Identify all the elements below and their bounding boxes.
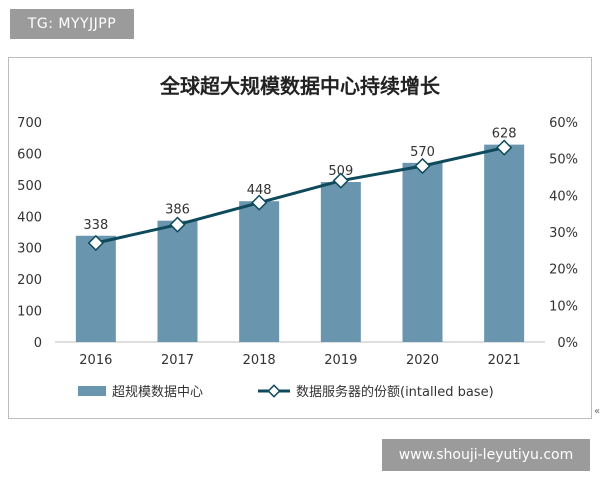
- share-marker: [169, 216, 186, 233]
- watermark-bottom: www.shouji-leyutiyu.com: [382, 439, 590, 471]
- share-marker: [251, 194, 268, 211]
- y2-tick-label: 50%: [549, 153, 578, 168]
- y-tick-label: 400: [17, 210, 42, 225]
- watermark-top: TG: MYYJJPP: [10, 9, 134, 39]
- edge-mark: «: [594, 406, 600, 417]
- x-tick-label: 2017: [161, 353, 194, 368]
- x-tick-label: 2016: [79, 353, 112, 368]
- share-marker: [414, 157, 431, 175]
- y-tick-label: 300: [17, 242, 42, 257]
- bar-value-label: 386: [165, 203, 190, 218]
- y2-tick-label: 60%: [549, 116, 578, 131]
- share-markers: [87, 139, 513, 252]
- y2-tick-label: 0%: [557, 336, 578, 351]
- x-axis-labels: 2016 2017 2018 2019 2020 2021: [79, 353, 520, 368]
- y-tick-label: 200: [17, 273, 42, 288]
- y-tick-label: 600: [17, 147, 42, 162]
- bar: [320, 182, 361, 342]
- share-marker: [332, 172, 349, 189]
- bar: [75, 235, 116, 342]
- legend-bar-label: 超规模数据中心: [112, 385, 203, 400]
- legend-line-marker: [267, 384, 281, 398]
- legend-bar-swatch: [78, 386, 106, 396]
- y2-tick-label: 40%: [549, 189, 578, 204]
- chart-title: 全球超大规模数据中心持续增长: [160, 74, 440, 98]
- share-line: [95, 146, 505, 245]
- y-axis-right: 0% 10% 20% 30% 40% 50% 60%: [549, 116, 578, 351]
- y2-tick-label: 20%: [549, 263, 578, 278]
- legend: 超规模数据中心 数据服务器的份额(intalled base): [78, 384, 494, 400]
- y-tick-label: 100: [17, 305, 42, 320]
- legend-line-label: 数据服务器的份额(intalled base): [296, 384, 494, 400]
- bar-value-label: 628: [492, 127, 517, 142]
- bar-value-label: 570: [410, 145, 435, 160]
- bar-value-label: 509: [328, 164, 353, 179]
- x-tick-label: 2019: [324, 353, 357, 368]
- share-marker: [496, 139, 513, 156]
- bar-value-label: 338: [83, 218, 108, 233]
- bar: [239, 201, 280, 342]
- y-tick-label: 500: [17, 179, 42, 194]
- y-tick-label: 0: [34, 336, 42, 351]
- bar: [157, 220, 198, 342]
- x-tick-label: 2020: [406, 353, 439, 368]
- bar-value-label: 448: [247, 183, 272, 198]
- y2-tick-label: 30%: [549, 226, 578, 241]
- bar: [402, 162, 443, 342]
- bar-series: [75, 144, 525, 342]
- y-axis-left: 0 100 200 300 400 500 600 700: [17, 116, 42, 351]
- x-tick-label: 2018: [243, 353, 276, 368]
- y2-tick-label: 10%: [549, 299, 578, 314]
- share-marker: [87, 234, 104, 252]
- bar: [484, 144, 525, 342]
- y-tick-label: 700: [17, 116, 42, 131]
- bar-data-labels: 338 386 448 509 570 628: [83, 127, 516, 233]
- x-tick-label: 2021: [488, 353, 521, 368]
